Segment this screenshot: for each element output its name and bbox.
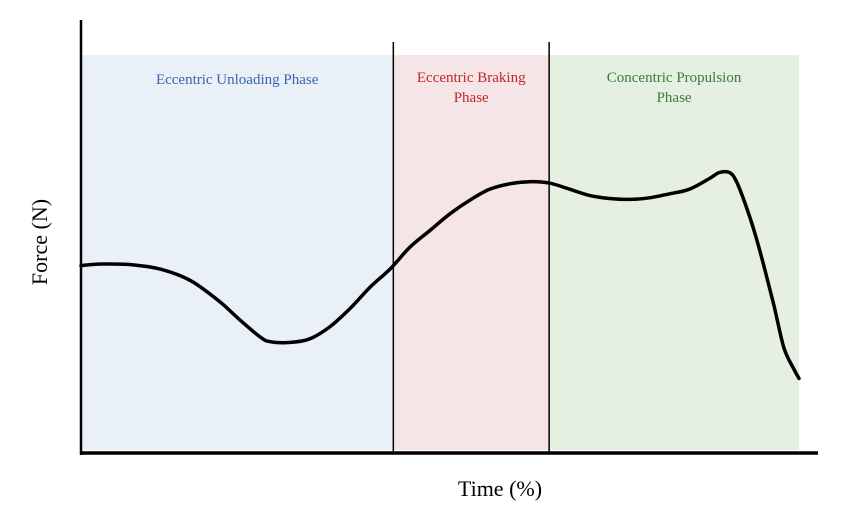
y-axis-label: Force (N): [27, 199, 52, 285]
phase-bands: [81, 55, 799, 450]
force-curve: [79, 169, 801, 381]
phase-band: [549, 55, 799, 450]
phase-label: Eccentric Unloading Phase: [156, 72, 319, 88]
phase-labels: Eccentric Unloading Phase Eccentric Braki…: [156, 70, 742, 106]
phase-label: Phase: [454, 90, 489, 106]
phase-dividers: [392, 42, 550, 453]
x-axis-label: Time (%): [458, 476, 542, 501]
phase-band: [81, 55, 394, 450]
phase-label: Concentric Propulsion: [607, 70, 742, 86]
phase-label: Phase: [657, 90, 692, 106]
phase-label: Eccentric Braking: [417, 70, 526, 86]
phase-band: [393, 55, 550, 450]
